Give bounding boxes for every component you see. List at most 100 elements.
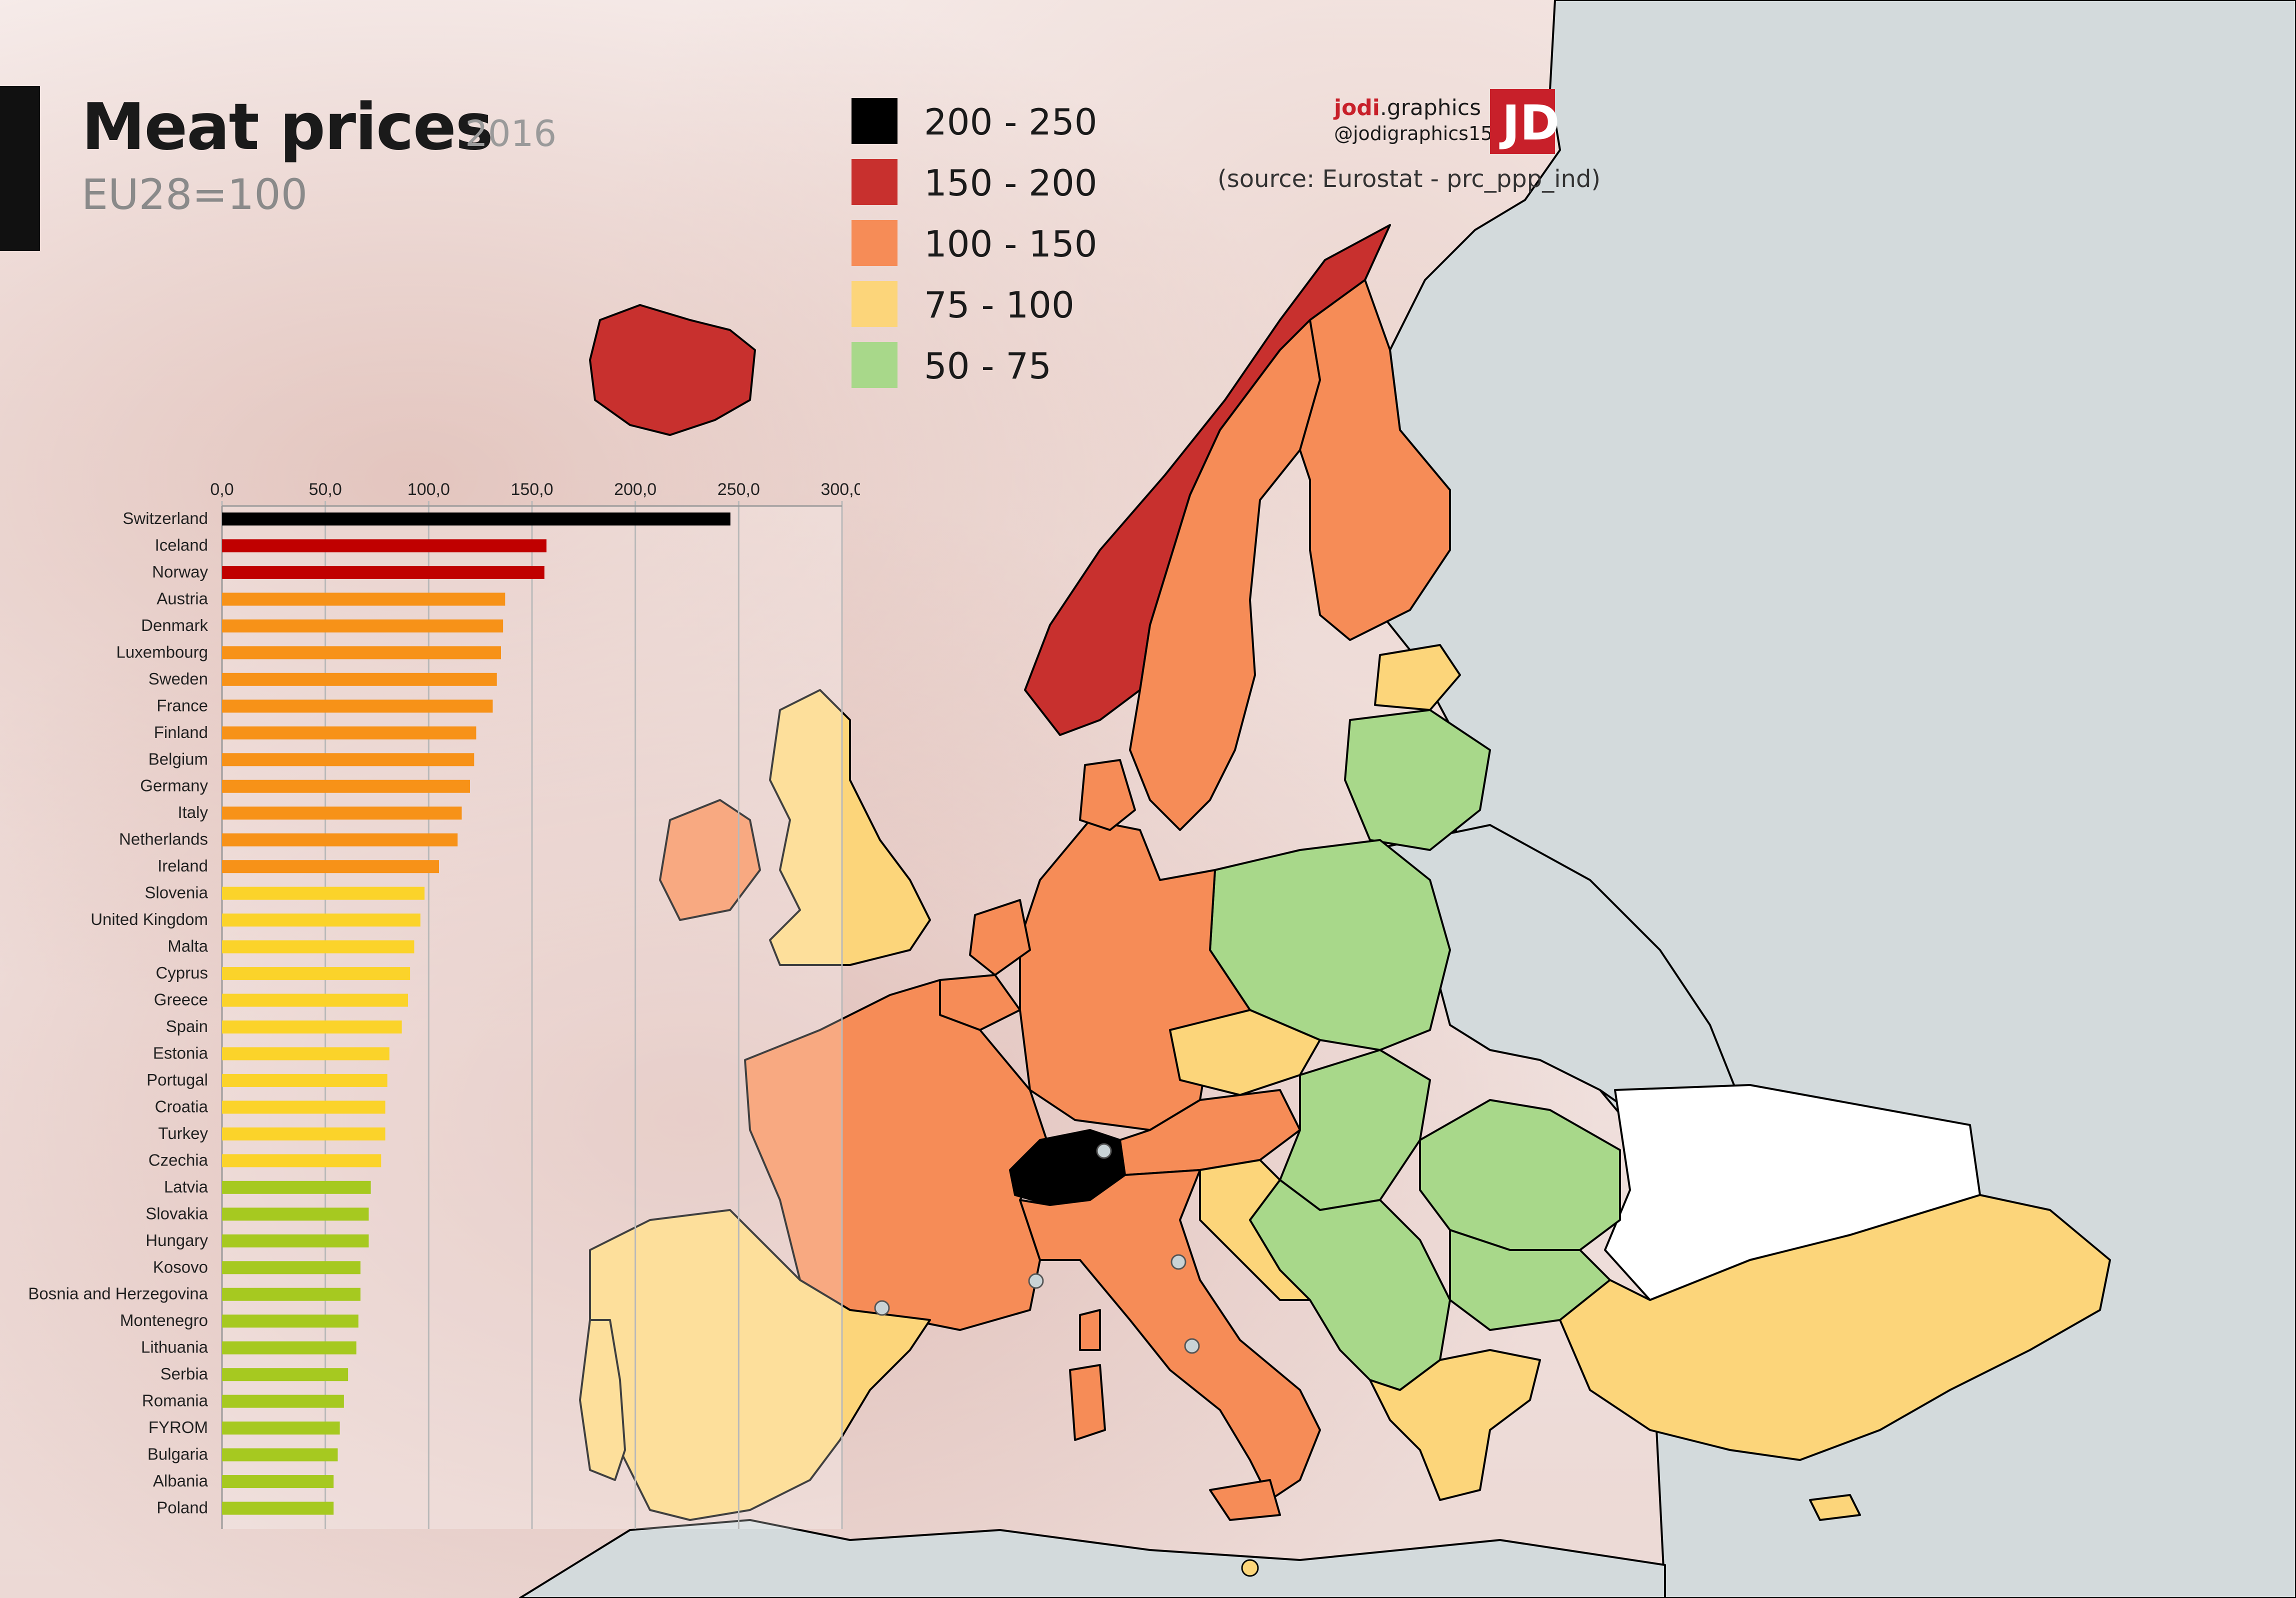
bar xyxy=(222,940,414,954)
bar xyxy=(222,780,470,793)
legend-swatch xyxy=(852,220,898,266)
bar xyxy=(222,1020,402,1034)
category-label: Austria xyxy=(156,589,208,608)
category-label: Italy xyxy=(178,803,208,822)
category-label: Spain xyxy=(166,1017,208,1036)
bar xyxy=(222,1288,360,1301)
x-tick-label: 300,0 xyxy=(820,480,860,499)
city-marker xyxy=(1170,1254,1186,1270)
legend-label: 150 - 200 xyxy=(924,162,1098,204)
city-marker xyxy=(1028,1273,1044,1289)
category-label: FYROM xyxy=(148,1418,208,1436)
category-label: Kosovo xyxy=(153,1258,208,1276)
category-label: Serbia xyxy=(160,1364,208,1383)
category-label: Ireland xyxy=(158,856,208,875)
legend-item: 50 - 75 xyxy=(852,342,1202,388)
legend-item: 150 - 200 xyxy=(852,159,1202,205)
bar xyxy=(222,619,504,632)
category-label: Netherlands xyxy=(119,830,208,848)
bar xyxy=(222,1100,386,1114)
category-label: Slovakia xyxy=(146,1204,208,1222)
category-label: Bosnia and Herzegovina xyxy=(28,1284,208,1303)
bar xyxy=(222,1314,358,1328)
bar xyxy=(222,1448,338,1462)
bar xyxy=(222,886,425,900)
bar xyxy=(222,753,474,766)
brand-logo: JD xyxy=(1490,89,1560,154)
category-label: Luxembourg xyxy=(116,642,208,661)
legend-label: 200 - 250 xyxy=(924,101,1098,143)
map-region-sweden xyxy=(1129,319,1321,831)
legend-swatch xyxy=(852,159,898,205)
bar xyxy=(222,1422,340,1435)
map-region-united-kingdom xyxy=(769,689,931,966)
bar xyxy=(222,672,497,686)
category-label: Portugal xyxy=(146,1070,208,1089)
map-region-slovakia-hungary xyxy=(1279,1049,1431,1211)
map-region-greece xyxy=(1369,1349,1541,1501)
category-label: Lithuania xyxy=(141,1338,208,1356)
subtitle: EU28=100 xyxy=(82,170,308,219)
map-region-cyprus xyxy=(1809,1494,1861,1521)
legend-item: 100 - 150 xyxy=(852,220,1202,266)
bar xyxy=(222,914,420,927)
category-label: Montenegro xyxy=(120,1311,208,1330)
title-accent-bar xyxy=(0,86,40,251)
category-label: Belgium xyxy=(148,750,208,768)
bar xyxy=(222,646,501,660)
brand-logo-text: JD xyxy=(1502,95,1560,151)
legend-label: 75 - 100 xyxy=(924,284,1074,326)
bar xyxy=(222,1475,334,1488)
category-label: Greece xyxy=(154,990,208,1009)
map-region-portugal xyxy=(579,1319,626,1481)
bar xyxy=(222,1368,348,1382)
category-label: Malta xyxy=(168,937,208,956)
bar xyxy=(222,539,546,552)
legend-swatch xyxy=(852,342,898,388)
category-label: Bulgaria xyxy=(148,1445,208,1464)
legend-swatch xyxy=(852,281,898,327)
brand-handle: @jodigraphics15 xyxy=(1334,122,1493,144)
bar xyxy=(222,1261,360,1274)
legend-label: 100 - 150 xyxy=(924,223,1098,265)
city-marker xyxy=(874,1300,890,1316)
category-label: Latvia xyxy=(164,1178,208,1196)
title-year: 2016 xyxy=(465,112,557,154)
legend-item: 200 - 250 xyxy=(852,98,1202,144)
category-label: Germany xyxy=(140,776,208,795)
bar xyxy=(222,1074,388,1087)
map-region-sicily xyxy=(1209,1479,1281,1521)
map-region-iceland xyxy=(589,304,756,436)
map-region-corsica xyxy=(1079,1309,1101,1351)
bar xyxy=(222,566,544,579)
x-tick-label: 50,0 xyxy=(309,480,342,499)
bar xyxy=(222,1502,334,1515)
bar xyxy=(222,512,730,526)
bar xyxy=(222,1208,369,1221)
bar xyxy=(222,1047,390,1060)
bar xyxy=(222,726,476,740)
bar xyxy=(222,1127,386,1140)
category-label: Estonia xyxy=(153,1044,208,1062)
category-label: Slovenia xyxy=(144,884,208,902)
category-label: Croatia xyxy=(155,1097,208,1116)
bar xyxy=(222,1180,371,1194)
malta-marker xyxy=(1241,1559,1259,1577)
city-marker xyxy=(1184,1338,1200,1354)
bar xyxy=(222,806,462,820)
map-region-estonia xyxy=(1374,644,1461,711)
bar xyxy=(222,700,493,713)
map-region-latvia-lithuania xyxy=(1344,709,1491,851)
page-title: Meat prices xyxy=(82,90,494,164)
bar xyxy=(222,1394,344,1408)
category-label: Sweden xyxy=(148,670,208,688)
legend-label: 50 - 75 xyxy=(924,345,1052,387)
category-label: Turkey xyxy=(158,1124,208,1142)
category-label: Albania xyxy=(153,1472,208,1490)
category-label: Hungary xyxy=(146,1231,208,1250)
bar-chart: 0,0 50,0 100,0 150,0 200,0 250,0 300,0 Switzerl… xyxy=(28,480,860,1529)
bar xyxy=(222,967,410,980)
category-label: Czechia xyxy=(148,1150,208,1169)
category-label: Romania xyxy=(142,1392,208,1410)
